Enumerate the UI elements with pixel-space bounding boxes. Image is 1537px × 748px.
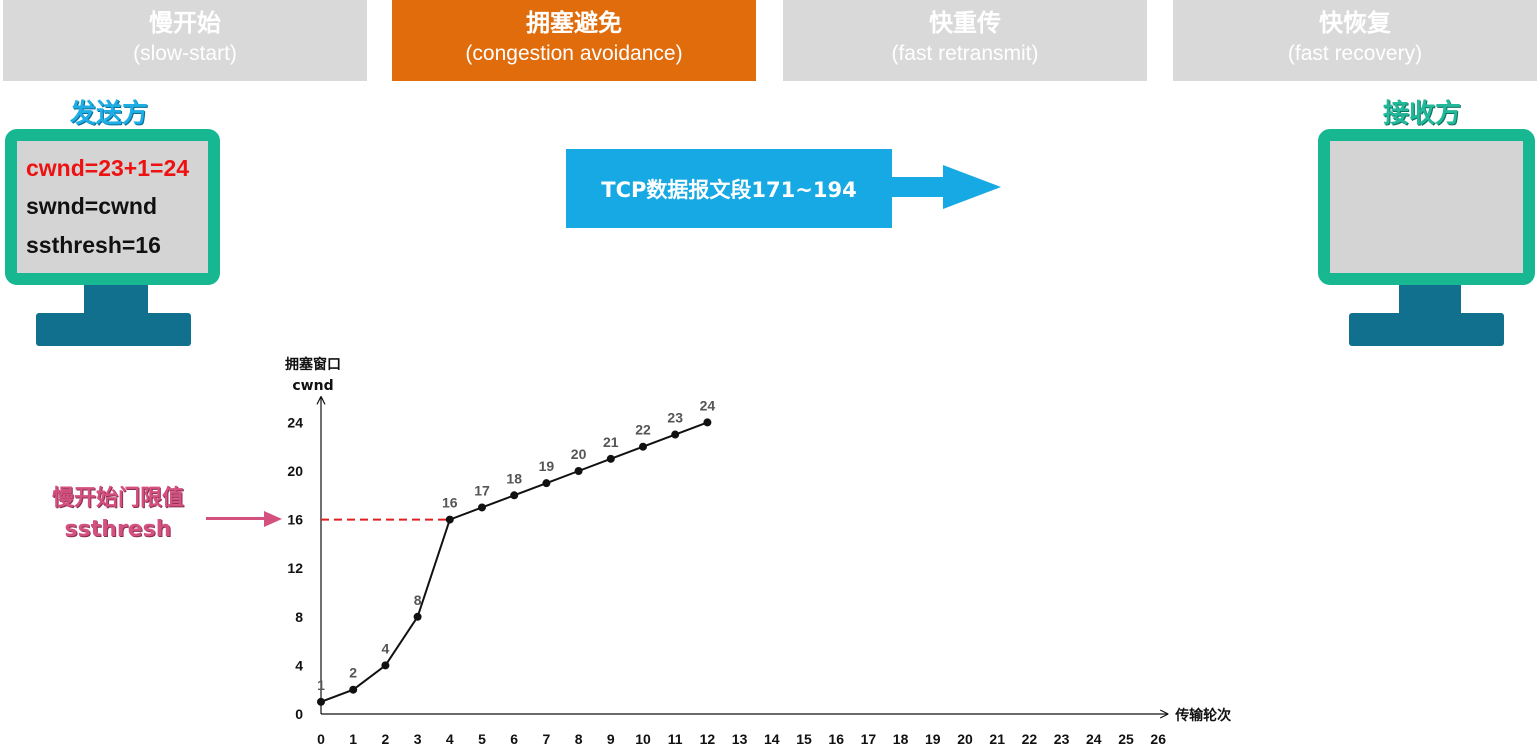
data-point — [606, 454, 615, 463]
y-tick-label: 24 — [287, 414, 303, 430]
data-point — [317, 697, 325, 706]
ssthresh-marker-label: 慢开始门限值 ssthresh — [38, 483, 198, 545]
y-tick-label: 4 — [295, 657, 303, 673]
data-point — [478, 503, 486, 512]
tab-slow-start[interactable]: 慢开始 (slow-start) — [3, 0, 367, 81]
x-tick-label: 7 — [543, 731, 551, 747]
x-tick-label: 6 — [510, 731, 518, 747]
swnd-value: swnd=cwnd — [26, 193, 157, 219]
sender-monitor-base — [36, 313, 191, 346]
y-axis-unit: cwnd — [292, 378, 333, 394]
x-tick-label: 19 — [925, 731, 941, 747]
x-tick-label: 10 — [635, 731, 651, 747]
x-tick-label: 1 — [349, 731, 357, 747]
tab-fast-retransmit[interactable]: 快重传 (fast retransmit) — [783, 0, 1147, 81]
ssthresh-marker-line1: 慢开始门限值 — [51, 486, 184, 511]
x-tick-label: 12 — [700, 731, 716, 747]
sender-title: 发送方 — [70, 99, 149, 129]
data-label: 19 — [539, 458, 555, 474]
ssthresh-arrow-shaft — [206, 517, 266, 520]
data-point — [413, 612, 422, 621]
x-tick-label: 2 — [382, 731, 390, 747]
tab-title: 慢开始 — [149, 9, 221, 37]
y-tick-label: 16 — [287, 512, 303, 528]
x-tick-label: 24 — [1086, 731, 1102, 747]
y-axis-arrow — [316, 396, 326, 405]
x-tick-label: 25 — [1118, 731, 1134, 747]
x-tick-label: 17 — [861, 731, 877, 747]
x-tick-label: 16 — [828, 731, 844, 747]
data-point — [671, 430, 680, 439]
x-tick-label: 5 — [478, 731, 486, 747]
data-label: 23 — [667, 410, 683, 426]
data-label: 22 — [635, 422, 651, 438]
packet-arrow-shaft — [892, 177, 944, 197]
tab-subtitle: (fast retransmit) — [891, 42, 1039, 65]
y-tick-label: 0 — [295, 706, 303, 722]
data-point — [542, 479, 551, 488]
y-tick-label: 12 — [287, 560, 303, 576]
x-axis-title: 传输轮次 — [1174, 707, 1231, 724]
data-label: 16 — [442, 495, 458, 511]
data-label: 24 — [700, 397, 716, 413]
x-tick-label: 14 — [764, 731, 780, 747]
data-point — [639, 442, 647, 451]
x-tick-label: 9 — [607, 731, 615, 747]
tab-title: 拥塞避免 — [526, 9, 622, 37]
tab-subtitle: (congestion avoidance) — [465, 42, 683, 65]
packet-arrow-head — [943, 165, 1001, 209]
tab-title: 快恢复 — [1319, 9, 1391, 37]
data-label: 20 — [571, 446, 587, 462]
sender-monitor-neck — [84, 285, 148, 313]
data-point — [445, 515, 454, 524]
receiver-monitor-neck — [1399, 285, 1461, 313]
x-tick-label: 11 — [668, 731, 683, 747]
x-tick-label: 13 — [732, 731, 748, 747]
x-tick-label: 4 — [446, 731, 454, 747]
data-point — [510, 491, 519, 500]
tab-subtitle: (fast recovery) — [1287, 42, 1423, 65]
data-label: 8 — [414, 592, 422, 608]
x-tick-label: 20 — [957, 731, 973, 747]
cwnd-series-line — [320, 421, 708, 703]
data-point — [703, 418, 712, 427]
receiver-title: 接收方 — [1383, 99, 1462, 129]
data-point — [381, 661, 390, 670]
tcp-segment-label: TCP数据报文段171~194 — [601, 177, 857, 202]
x-tick-label: 3 — [414, 731, 422, 747]
x-axis-arrow — [1159, 709, 1169, 719]
data-label: 18 — [506, 470, 522, 486]
x-tick-label: 15 — [796, 731, 812, 747]
data-label: 17 — [474, 482, 490, 498]
x-tick-label: 23 — [1054, 731, 1070, 747]
y-tick-label: 20 — [287, 463, 303, 479]
tab-congestion-avoidance[interactable]: 拥塞避免 (congestion avoidance) — [392, 0, 756, 81]
cwnd-value: cwnd=23+1=24 — [26, 155, 190, 181]
tab-subtitle: (slow-start) — [133, 42, 237, 65]
data-point — [574, 467, 583, 475]
x-tick-label: 8 — [575, 731, 583, 747]
tcp-segment-box: TCP数据报文段171~194 — [566, 149, 892, 228]
data-label: 4 — [382, 640, 390, 656]
y-tick-label: 8 — [295, 609, 303, 625]
x-tick-label: 22 — [1022, 731, 1038, 747]
x-tick-label: 18 — [893, 731, 909, 747]
data-label: 2 — [349, 665, 357, 681]
tab-fast-recovery[interactable]: 快恢复 (fast recovery) — [1173, 0, 1537, 81]
x-tick-label: 26 — [1150, 731, 1166, 747]
data-point — [349, 685, 358, 694]
ssthresh-value: ssthresh=16 — [26, 232, 161, 258]
ssthresh-arrow-head — [264, 511, 282, 527]
y-axis-title: 拥塞窗口 — [285, 356, 341, 373]
sender-screen — [5, 129, 220, 285]
data-label: 1 — [317, 677, 325, 693]
ssthresh-marker-line2: ssthresh — [64, 517, 172, 542]
x-tick-label: 21 — [989, 731, 1005, 747]
data-label: 21 — [603, 434, 619, 450]
x-tick-label: 0 — [317, 731, 325, 747]
receiver-screen — [1318, 129, 1535, 285]
tab-title: 快重传 — [929, 9, 1001, 37]
receiver-monitor-base — [1349, 313, 1504, 346]
